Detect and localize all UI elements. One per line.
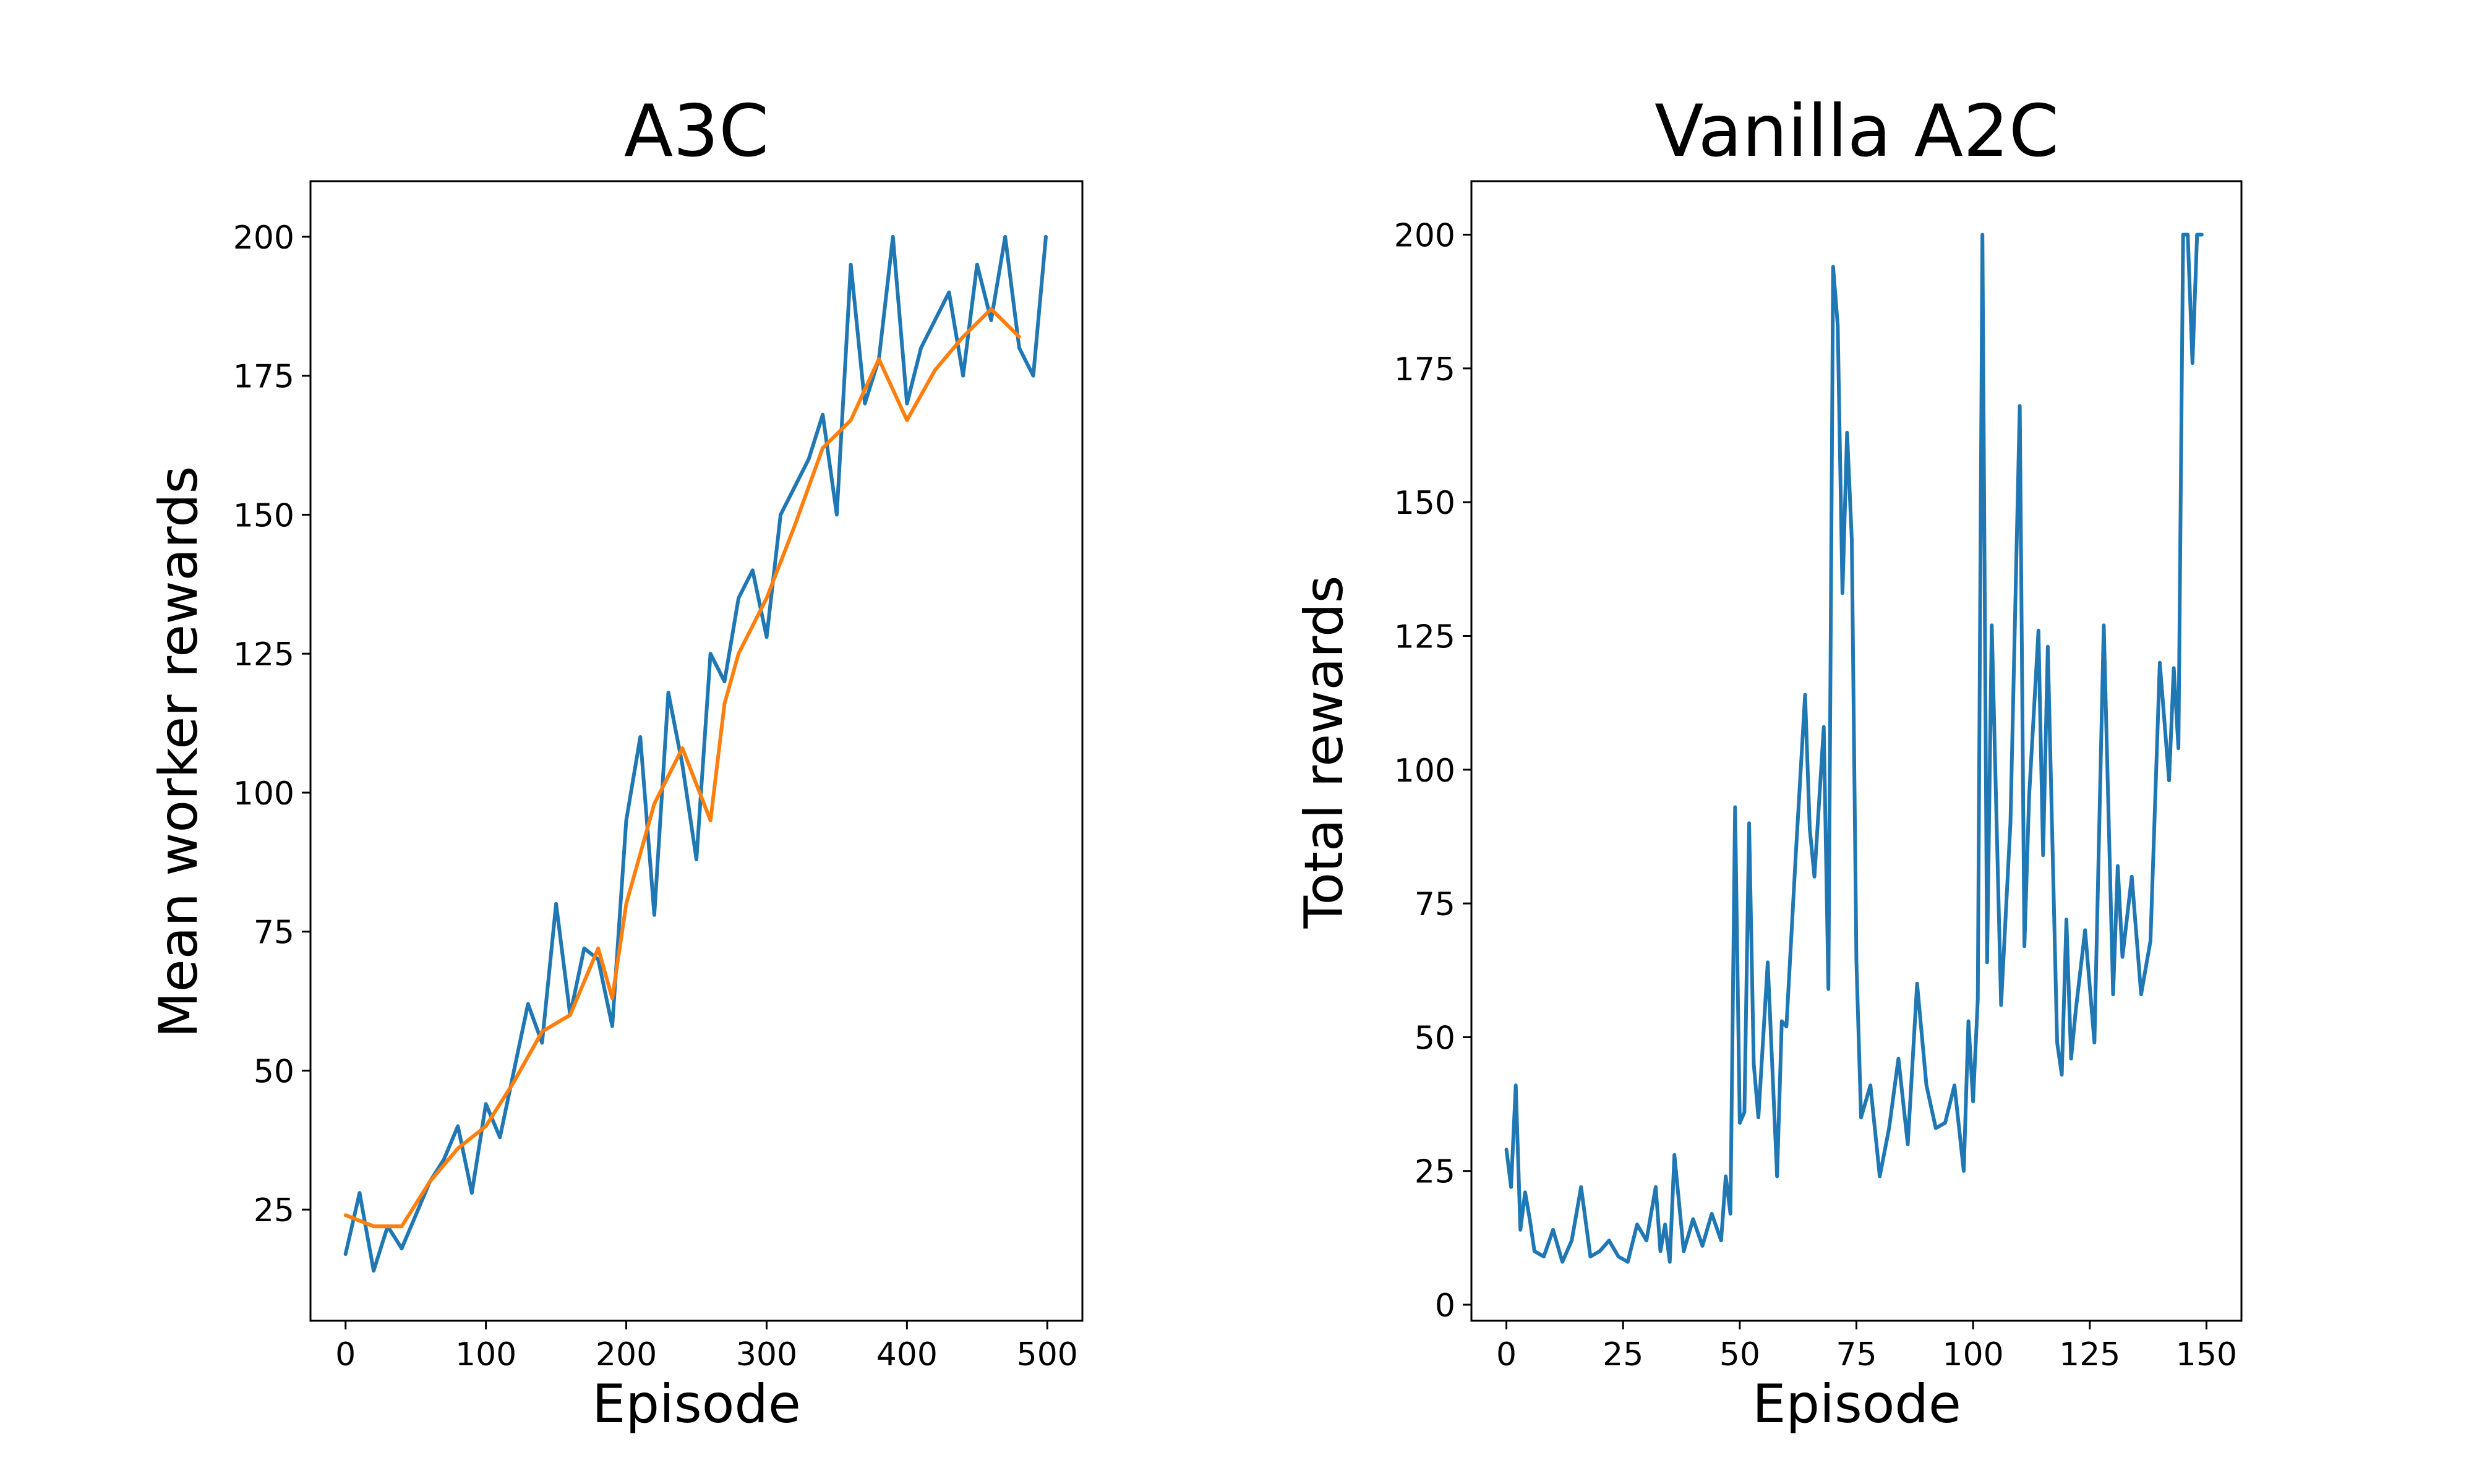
x-tick-label-a3c: 400: [876, 1336, 938, 1373]
plot-area-vanilla-a2c: 0 25 50 75 100 125 150 0 25 50 75 100 125 150 175 200: [1394, 180, 2243, 1373]
x-tick-label-a3c: 0: [335, 1336, 356, 1373]
panel-a3c: A3C Episode Mean worker rewards 0 100 200 3…: [148, 90, 1084, 1435]
x-tick-label-vanilla-a2c: 75: [1836, 1336, 1877, 1373]
y-tick-label-vanilla-a2c: 25: [1415, 1154, 1455, 1191]
x-tick-label-vanilla-a2c: 50: [1719, 1336, 1760, 1373]
x-axis-label-a3c: Episode: [592, 1373, 801, 1435]
x-tick-label-vanilla-a2c: 0: [1496, 1336, 1517, 1373]
y-tick-label-vanilla-a2c: 100: [1394, 753, 1455, 790]
y-tick-label-a3c: 200: [233, 220, 294, 257]
x-tick-label-a3c: 500: [1017, 1336, 1078, 1373]
y-tick-label-vanilla-a2c: 175: [1394, 351, 1455, 388]
y-tick-label-a3c: 175: [233, 359, 294, 396]
x-tick-label-a3c: 300: [736, 1336, 797, 1373]
x-tick-label-a3c: 100: [455, 1336, 516, 1373]
y-tick-label-vanilla-a2c: 200: [1394, 218, 1455, 255]
x-tick-label-vanilla-a2c: 100: [1943, 1336, 2004, 1373]
y-axis-label-a3c: Mean worker rewards: [148, 466, 210, 1038]
y-tick-label-a3c: 25: [254, 1192, 294, 1229]
series-line-vanilla-a2c-1: [1504, 232, 2204, 1264]
y-tick-label-vanilla-a2c: 125: [1394, 618, 1455, 655]
y-tick-label-vanilla-a2c: 150: [1394, 485, 1455, 522]
chart-title-a3c: A3C: [624, 90, 769, 173]
y-axis-label-vanilla-a2c: Total rewards: [1293, 576, 1355, 929]
x-axis-label-vanilla-a2c: Episode: [1752, 1373, 1961, 1435]
y-tick-label-vanilla-a2c: 0: [1435, 1287, 1455, 1324]
x-tick-label-vanilla-a2c: 125: [2059, 1336, 2120, 1373]
y-tick-label-vanilla-a2c: 75: [1415, 886, 1455, 923]
x-tick-label-vanilla-a2c: 25: [1603, 1336, 1643, 1373]
y-tick-label-vanilla-a2c: 50: [1415, 1020, 1455, 1057]
panel-vanilla-a2c: Vanilla A2C Episode Total rewards 0 25 50 7…: [1293, 90, 2243, 1435]
series-line-a3c-1: [343, 234, 1048, 1273]
y-tick-label-a3c: 150: [233, 497, 294, 534]
x-tick-label-vanilla-a2c: 150: [2176, 1336, 2237, 1373]
y-tick-label-a3c: 75: [254, 915, 294, 952]
y-tick-label-a3c: 100: [233, 775, 294, 812]
y-tick-label-a3c: 125: [233, 636, 294, 673]
plot-area-a3c: 0 100 200 300 400 500 25 50 75 100 125 150 175 200: [233, 180, 1084, 1373]
x-tick-label-a3c: 200: [596, 1336, 657, 1373]
y-tick-label-a3c: 50: [254, 1053, 294, 1090]
chart-title-vanilla-a2c: Vanilla A2C: [1654, 90, 2059, 173]
axes-frame-a3c: [309, 180, 1084, 1322]
series-line-a3c-2: [343, 307, 1021, 1229]
